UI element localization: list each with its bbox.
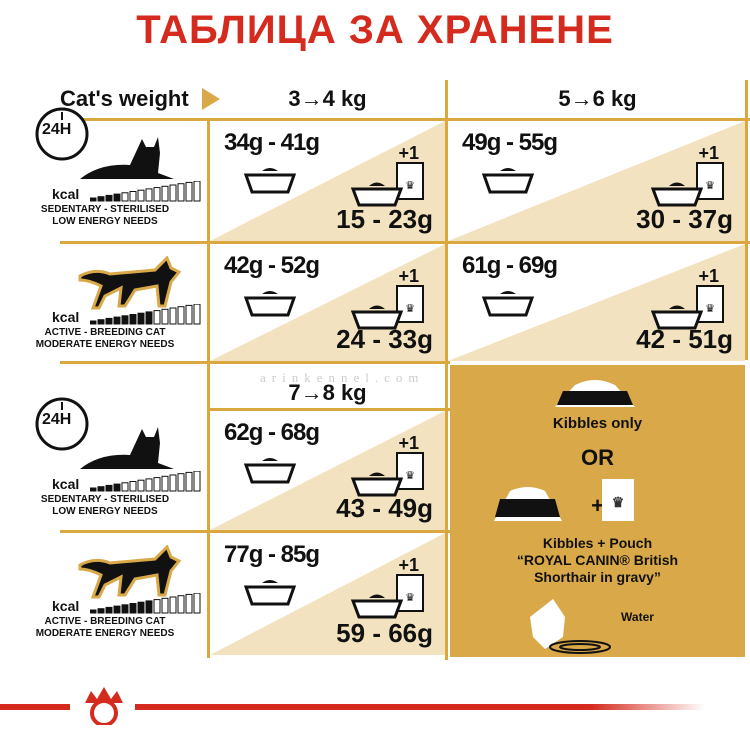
divider — [445, 80, 448, 660]
kibble-bowl-icon — [243, 580, 297, 606]
svg-text:♛: ♛ — [405, 470, 415, 482]
mixed-portion: 43 - 49g — [336, 493, 433, 523]
footer-bar — [0, 704, 70, 710]
energy-level-gauge — [90, 471, 201, 492]
water-icon — [530, 599, 611, 654]
svg-text:♛: ♛ — [405, 592, 415, 604]
profile-label: ACTIVE - BREEDING CAT MODERATE ENERGY NEE… — [35, 616, 175, 639]
profile-label: SEDENTARY - STERILISED LOW ENERGY NEEDS — [40, 494, 170, 517]
plus-one-pouch: +1 — [398, 266, 419, 286]
plus-one-pouch: +1 — [398, 433, 419, 453]
product-label: “ROYAL CANIN® British — [516, 552, 679, 568]
kibble-bowl-icon — [494, 487, 562, 521]
royal-canin-logo — [85, 687, 123, 725]
plus-one-pouch: +1 — [698, 143, 719, 163]
kibbles-only-portion: 77g - 85g — [224, 541, 320, 568]
kibbles-pouch-label: Kibbles + Pouch — [542, 535, 653, 551]
cats-weight-label: Cat's weight — [60, 86, 189, 111]
header-3-4kg: 3→4 kg — [288, 86, 367, 111]
kibble-bowl-icon — [243, 291, 297, 317]
kibble-bowl-icon — [243, 168, 297, 194]
active-cat-icon — [78, 545, 182, 599]
header-5-6kg: 5→6 kg — [558, 86, 637, 111]
divider — [60, 530, 450, 533]
kcal-label: kcal — [52, 476, 80, 492]
divider — [207, 118, 210, 658]
mixed-portion: 30 - 37g — [636, 204, 733, 234]
or-label: OR — [581, 445, 614, 470]
kibble-pouch-icon: ♛ — [350, 162, 424, 207]
header-7-8kg: 7→8 kg — [288, 380, 367, 405]
watermark: arinkennel.com — [260, 370, 425, 385]
kibbles-only-portion: 49g - 55g — [462, 129, 558, 156]
water-label: Water — [621, 610, 654, 624]
kibble-pouch-icon: ♛ — [650, 285, 724, 330]
page-title: ТАБЛИЦА ЗА ХРАНЕНЕ — [136, 8, 614, 52]
kibble-bowl-icon — [555, 380, 635, 407]
svg-text:♛: ♛ — [405, 303, 415, 315]
plus-one-pouch: +1 — [398, 555, 419, 575]
kibble-bowl-icon — [481, 291, 535, 317]
energy-level-gauge — [90, 304, 201, 325]
portion-cell: 77g - 85g +1 ♛ 59 - 66g — [210, 533, 445, 655]
kibbles-only-portion: 34g - 41g — [224, 129, 320, 156]
kibble-bowl-icon — [481, 168, 535, 194]
clock-24h-icon — [35, 397, 89, 451]
kibbles-only-portion: 62g - 68g — [224, 419, 320, 446]
plus-one-pouch: +1 — [398, 143, 419, 163]
svg-text:♛: ♛ — [612, 494, 625, 510]
clock-label: 24H — [42, 411, 72, 428]
active-cat-icon — [78, 256, 182, 310]
energy-level-gauge — [90, 181, 201, 202]
plus-one-pouch: +1 — [698, 266, 719, 286]
svg-text:♛: ♛ — [705, 180, 715, 192]
arrow-icon — [202, 88, 220, 110]
kibble-pouch-icon: ♛ — [350, 285, 424, 330]
kibbles-only-portion: 42g - 52g — [224, 252, 320, 279]
clock-label: 24H — [42, 121, 72, 138]
kibble-pouch-icon: ♛ — [650, 162, 724, 207]
portion-cell: 49g - 55g +1 ♛ 30 - 37g — [448, 121, 745, 241]
mixed-portion: 15 - 23g — [336, 204, 433, 234]
portion-cell: 34g - 41g +1 ♛ 15 - 23g — [210, 121, 445, 241]
kibble-pouch-icon: ♛ — [350, 574, 424, 619]
kcal-label: kcal — [52, 186, 80, 202]
kibbles-only-label: Kibbles only — [552, 415, 643, 432]
kibble-bowl-icon — [243, 458, 297, 484]
divider — [60, 361, 450, 364]
divider — [210, 408, 450, 411]
profile-label: SEDENTARY - STERILISED LOW ENERGY NEEDS — [40, 204, 170, 227]
portion-cell: 62g - 68g +1 ♛ 43 - 49g — [210, 411, 445, 530]
portion-cell: 61g - 69g +1 ♛ 42 - 51g — [448, 244, 745, 361]
feeding-legend-box: Kibbles only OR + ♛ Kibbles + Pouch “ROY… — [450, 365, 745, 657]
pouch-icon: ♛ — [602, 479, 634, 521]
energy-level-gauge — [90, 593, 201, 614]
kibble-pouch-icon: ♛ — [350, 452, 424, 497]
svg-text:♛: ♛ — [405, 180, 415, 192]
portion-cell: 42g - 52g +1 ♛ 24 - 33g — [210, 244, 445, 361]
product-label-2: Shorthair in gravy” — [534, 569, 661, 585]
sitting-cat-icon — [80, 137, 174, 179]
mixed-portion: 42 - 51g — [636, 324, 733, 354]
sitting-cat-icon — [80, 427, 174, 469]
svg-text:♛: ♛ — [705, 303, 715, 315]
plus-label: + — [591, 493, 604, 518]
profile-label: ACTIVE - BREEDING CAT MODERATE ENERGY NEE… — [35, 327, 175, 350]
divider — [60, 241, 750, 244]
kibbles-only-portion: 61g - 69g — [462, 252, 558, 279]
kcal-label: kcal — [52, 598, 80, 614]
divider — [60, 118, 750, 121]
divider — [745, 80, 748, 360]
footer-bar — [135, 704, 705, 710]
mixed-portion: 24 - 33g — [336, 324, 433, 354]
kcal-label: kcal — [52, 309, 80, 325]
clock-24h-icon — [35, 107, 89, 161]
mixed-portion: 59 - 66g — [336, 618, 433, 648]
